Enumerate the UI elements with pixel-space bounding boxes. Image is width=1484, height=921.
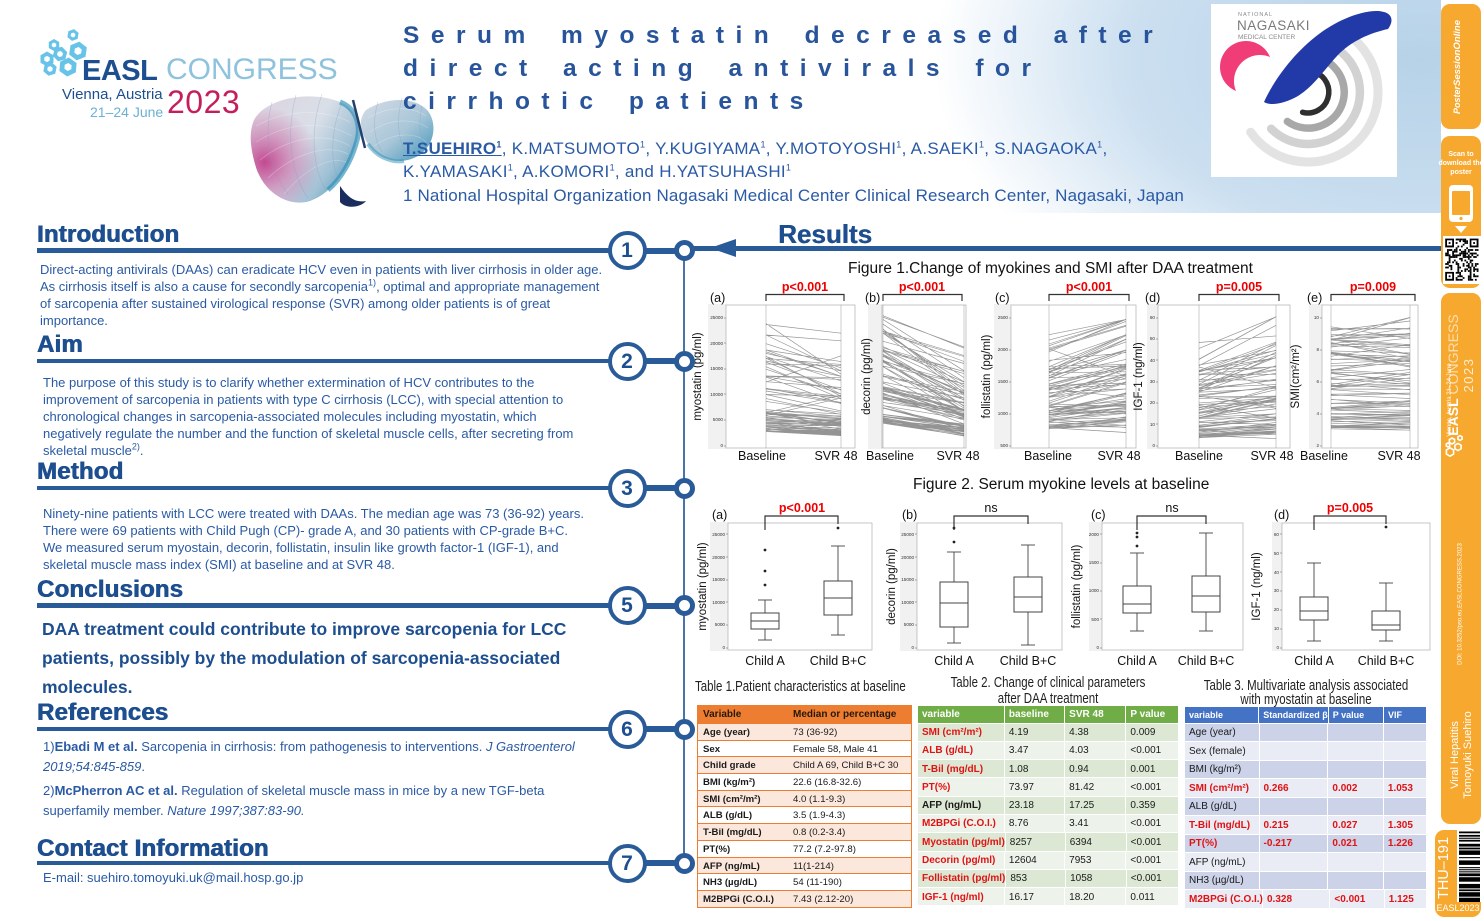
svg-text:(c): (c) — [995, 291, 1010, 305]
svg-text:10000: 10000 — [712, 600, 725, 605]
svg-text:5000: 5000 — [713, 417, 724, 422]
svg-text:p<0.001: p<0.001 — [899, 280, 945, 294]
svg-text:follistatin (pg/ml): follistatin (pg/ml) — [981, 334, 993, 418]
svg-text:SVR 48: SVR 48 — [814, 449, 857, 463]
svg-text:1500: 1500 — [1089, 560, 1100, 565]
svg-text:2000: 2000 — [998, 347, 1009, 352]
svg-text:30: 30 — [1274, 588, 1280, 593]
svg-text:(c): (c) — [1091, 508, 1106, 522]
svg-text:p=0.005: p=0.005 — [1216, 280, 1262, 294]
svg-text:60: 60 — [1150, 315, 1156, 320]
svg-text:50: 50 — [1150, 336, 1156, 341]
svg-text:2: 2 — [1316, 443, 1319, 448]
svg-text:SVR 48: SVR 48 — [1377, 449, 1420, 463]
svg-text:8: 8 — [1316, 347, 1319, 352]
svg-text:IGF-1 (ng/ml): IGF-1 (ng/ml) — [1133, 342, 1145, 411]
svg-text:NAGASAKI: NAGASAKI — [1237, 18, 1310, 33]
svg-text:p=0.005: p=0.005 — [1327, 501, 1373, 515]
svg-text:(d): (d) — [1274, 508, 1289, 522]
svg-text:Child A: Child A — [934, 654, 974, 668]
svg-text:SMI(cm²/m²): SMI(cm²/m²) — [1290, 344, 1302, 408]
svg-text:p=0.009: p=0.009 — [1350, 280, 1396, 294]
svg-text:MEDICAL CENTER: MEDICAL CENTER — [1238, 34, 1295, 41]
svg-text:50: 50 — [1274, 551, 1280, 556]
svg-text:15000: 15000 — [712, 577, 725, 582]
svg-text:1000: 1000 — [1089, 588, 1100, 593]
svg-text:20000: 20000 — [710, 341, 723, 346]
svg-text:Baseline: Baseline — [738, 449, 786, 463]
svg-text:0: 0 — [1276, 645, 1279, 650]
svg-text:ns: ns — [984, 501, 997, 515]
svg-text:1500: 1500 — [998, 379, 1009, 384]
svg-text:Baseline: Baseline — [1300, 449, 1348, 463]
svg-text:(e): (e) — [1307, 291, 1322, 305]
svg-text:ns: ns — [1165, 501, 1178, 515]
svg-text:decorin (pg/ml): decorin (pg/ml) — [861, 338, 873, 415]
svg-text:Child B+C: Child B+C — [1000, 654, 1057, 668]
svg-text:2500: 2500 — [998, 315, 1009, 320]
svg-text:(a): (a) — [712, 508, 727, 522]
svg-text:30: 30 — [1150, 379, 1156, 384]
svg-text:Child A: Child A — [1117, 654, 1157, 668]
svg-text:20: 20 — [1150, 400, 1156, 405]
svg-text:0: 0 — [1152, 443, 1155, 448]
svg-text:0: 0 — [1096, 645, 1099, 650]
svg-text:500: 500 — [1091, 617, 1099, 622]
svg-text:6: 6 — [1316, 379, 1319, 384]
svg-text:500: 500 — [1000, 443, 1008, 448]
svg-text:SVR 48: SVR 48 — [1250, 449, 1293, 463]
svg-text:4: 4 — [1316, 411, 1319, 416]
svg-text:(b): (b) — [902, 508, 917, 522]
svg-text:0: 0 — [720, 443, 723, 448]
svg-text:10: 10 — [1150, 422, 1156, 427]
svg-text:myostatin (pg/ml): myostatin (pg/ml) — [692, 332, 704, 420]
svg-text:10: 10 — [1274, 626, 1280, 631]
svg-text:SVR 48: SVR 48 — [936, 449, 979, 463]
svg-text:p<0.001: p<0.001 — [782, 280, 828, 294]
svg-text:Baseline: Baseline — [1175, 449, 1223, 463]
svg-text:(b): (b) — [865, 291, 880, 305]
svg-text:20: 20 — [1274, 607, 1280, 612]
svg-text:2000: 2000 — [1089, 532, 1100, 537]
svg-text:Child A: Child A — [1294, 654, 1334, 668]
svg-text:NATIONAL: NATIONAL — [1238, 12, 1273, 18]
svg-text:5000: 5000 — [715, 622, 726, 627]
svg-text:SVR 48: SVR 48 — [1097, 449, 1140, 463]
svg-text:60: 60 — [1274, 532, 1280, 537]
svg-text:Baseline: Baseline — [1024, 449, 1072, 463]
svg-text:IGF-1 (ng/ml): IGF-1 (ng/ml) — [1251, 552, 1263, 621]
svg-text:(d): (d) — [1145, 291, 1160, 305]
svg-text:25000: 25000 — [901, 532, 914, 537]
svg-text:15000: 15000 — [901, 577, 914, 582]
svg-text:20000: 20000 — [901, 555, 914, 560]
svg-text:0: 0 — [911, 645, 914, 650]
svg-text:myostatin (pg/ml): myostatin (pg/ml) — [697, 542, 709, 630]
svg-text:Child B+C: Child B+C — [1178, 654, 1235, 668]
svg-text:p<0.001: p<0.001 — [1066, 280, 1112, 294]
svg-text:10: 10 — [1314, 315, 1320, 320]
svg-text:10000: 10000 — [710, 392, 723, 397]
svg-text:15000: 15000 — [710, 366, 723, 371]
svg-text:(a): (a) — [710, 291, 725, 305]
svg-text:Child B+C: Child B+C — [1358, 654, 1415, 668]
svg-text:25000: 25000 — [712, 532, 725, 537]
svg-text:5000: 5000 — [904, 622, 915, 627]
svg-text:follistatin (pg/ml): follistatin (pg/ml) — [1071, 544, 1083, 628]
svg-text:1000: 1000 — [998, 411, 1009, 416]
svg-text:Child B+C: Child B+C — [810, 654, 867, 668]
svg-text:40: 40 — [1150, 358, 1156, 363]
svg-text:0: 0 — [722, 645, 725, 650]
svg-text:decorin (pg/ml): decorin (pg/ml) — [886, 548, 898, 625]
svg-text:Child A: Child A — [745, 654, 785, 668]
svg-text:20000: 20000 — [712, 555, 725, 560]
svg-text:Baseline: Baseline — [866, 449, 914, 463]
svg-text:40: 40 — [1274, 570, 1280, 575]
svg-text:10000: 10000 — [901, 600, 914, 605]
svg-text:25000: 25000 — [710, 315, 723, 320]
svg-text:p<0.001: p<0.001 — [779, 501, 825, 515]
